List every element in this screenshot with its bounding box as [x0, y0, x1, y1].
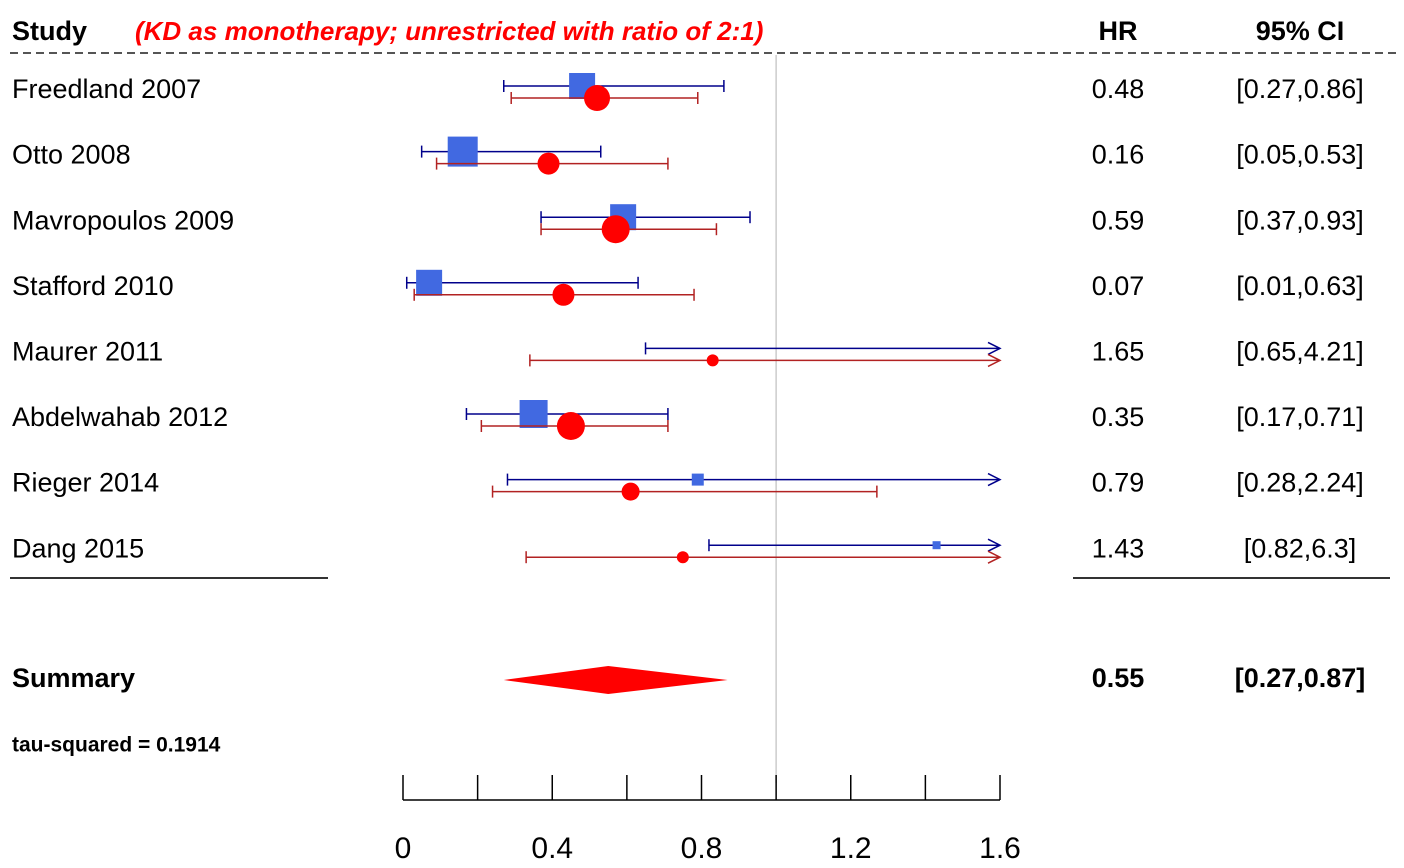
point-square	[691, 473, 704, 486]
study-label: Mavropoulos 2009	[12, 205, 234, 235]
point-circle	[706, 354, 719, 367]
point-circle	[676, 551, 689, 564]
ci-label: [0.65,4.21]	[1236, 337, 1364, 367]
point-circle	[584, 85, 611, 111]
header-study: Study	[12, 16, 87, 46]
ci-label: [0.82,6.3]	[1244, 533, 1357, 563]
point-circle	[601, 215, 630, 244]
x-tick-label: 0.4	[531, 832, 573, 865]
ci-label: [0.01,0.63]	[1236, 271, 1364, 301]
x-tick-label: 1.2	[830, 832, 872, 865]
point-circle	[537, 152, 560, 175]
ci-label: [0.37,0.93]	[1236, 205, 1364, 235]
ci-arrow	[987, 550, 1002, 564]
x-tick-label: 0.8	[681, 832, 723, 865]
hr-label: 0.16	[1092, 140, 1145, 170]
hr-label: 0.59	[1092, 205, 1145, 235]
hr-label: 0.35	[1092, 402, 1145, 432]
header-subtitle: (KD as monotherapy; unrestricted with ra…	[135, 16, 763, 46]
ci-label: [0.27,0.86]	[1236, 74, 1364, 104]
point-circle	[552, 283, 575, 306]
hr-label: 0.07	[1092, 271, 1145, 301]
hr-label: 1.43	[1092, 533, 1145, 563]
x-tick-label: 1.6	[979, 832, 1021, 865]
point-square	[519, 400, 548, 428]
study-label: Stafford 2010	[12, 271, 174, 301]
summary-ci: [0.27,0.87]	[1235, 663, 1366, 693]
point-circle	[621, 482, 640, 501]
note: tau-squared = 0.1914	[12, 734, 221, 757]
study-label: Maurer 2011	[12, 337, 163, 367]
hr-label: 0.48	[1092, 74, 1145, 104]
point-square	[447, 136, 478, 167]
point-square	[932, 541, 941, 550]
summary-diamond	[503, 666, 728, 694]
hr-label: 1.65	[1092, 337, 1145, 367]
study-label: Abdelwahab 2012	[12, 402, 228, 432]
header-hr: HR	[1099, 16, 1138, 46]
summary-label: Summary	[12, 663, 135, 693]
study-label: Otto 2008	[12, 140, 131, 170]
ci-arrow	[987, 341, 1002, 356]
summary-hr: 0.55	[1092, 663, 1145, 693]
ci-label: [0.28,2.24]	[1236, 468, 1364, 498]
study-label: Freedland 2007	[12, 74, 201, 104]
x-tick-label: 0	[395, 832, 412, 865]
ci-label: [0.17,0.71]	[1236, 402, 1364, 432]
study-label: Rieger 2014	[12, 468, 159, 498]
ci-arrow	[987, 353, 1002, 368]
header-ci: 95% CI	[1256, 16, 1345, 46]
study-label: Dang 2015	[12, 533, 144, 563]
point-square	[416, 269, 443, 296]
ci-label: [0.05,0.53]	[1236, 140, 1364, 170]
hr-label: 0.79	[1092, 468, 1145, 498]
ci-arrow	[987, 538, 1002, 552]
point-circle	[556, 412, 585, 440]
ci-arrow	[987, 472, 1002, 487]
